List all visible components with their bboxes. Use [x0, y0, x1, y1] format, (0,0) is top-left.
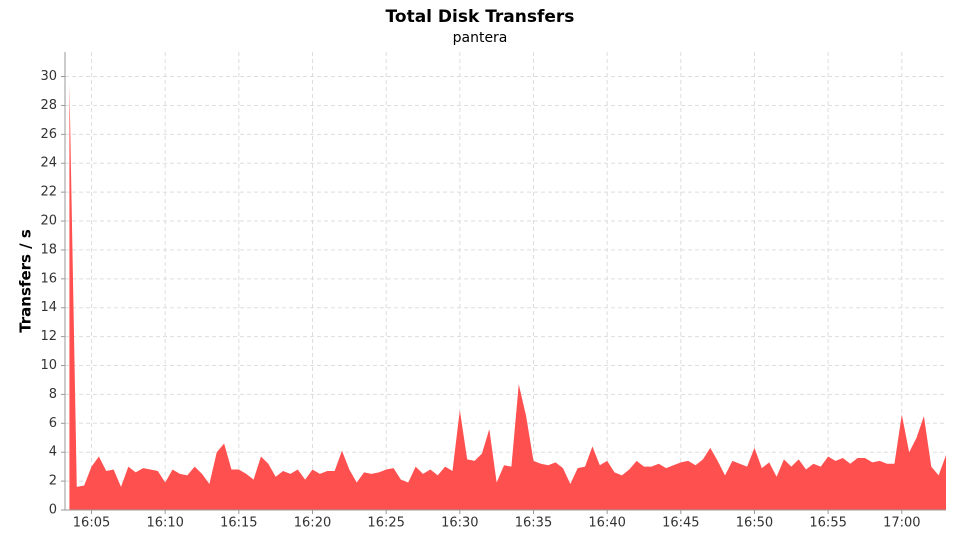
chart-subtitle: pantera — [453, 30, 508, 46]
y-tick-label: 18 — [40, 242, 57, 257]
x-tick-label: 16:05 — [73, 516, 110, 531]
y-tick-label: 8 — [49, 387, 57, 402]
x-tick-label: 16:45 — [662, 516, 699, 531]
y-tick-label: 14 — [40, 300, 57, 315]
x-tick-label: 16:15 — [220, 516, 257, 531]
x-tick-label: 16:20 — [294, 516, 331, 531]
y-tick-label: 10 — [40, 358, 57, 373]
y-tick-label: 22 — [40, 185, 57, 200]
x-tick-label: 16:10 — [146, 516, 183, 531]
y-axis-label: Transfers / s — [17, 229, 35, 333]
y-tick-label: 16 — [40, 271, 57, 286]
x-tick-label: 17:00 — [883, 516, 920, 531]
x-tick-label: 16:30 — [441, 516, 478, 531]
x-tick-label: 16:55 — [809, 516, 846, 531]
y-tick-label: 2 — [49, 474, 57, 489]
y-tick-label: 24 — [40, 156, 57, 171]
y-tick-label: 0 — [49, 503, 57, 518]
x-tick-label: 16:50 — [736, 516, 773, 531]
x-tick-label: 16:25 — [367, 516, 404, 531]
chart-title: Total Disk Transfers — [386, 7, 575, 27]
x-tick-label: 16:35 — [515, 516, 552, 531]
y-tick-label: 20 — [40, 214, 57, 229]
y-tick-label: 6 — [49, 416, 57, 431]
x-tick-label: 16:40 — [588, 516, 625, 531]
area — [69, 83, 946, 510]
y-tick-label: 30 — [40, 69, 57, 84]
y-tick-label: 4 — [49, 445, 57, 460]
y-tick-label: 12 — [40, 329, 57, 344]
y-tick-label: 26 — [40, 127, 57, 142]
y-tick-label: 28 — [40, 98, 57, 113]
